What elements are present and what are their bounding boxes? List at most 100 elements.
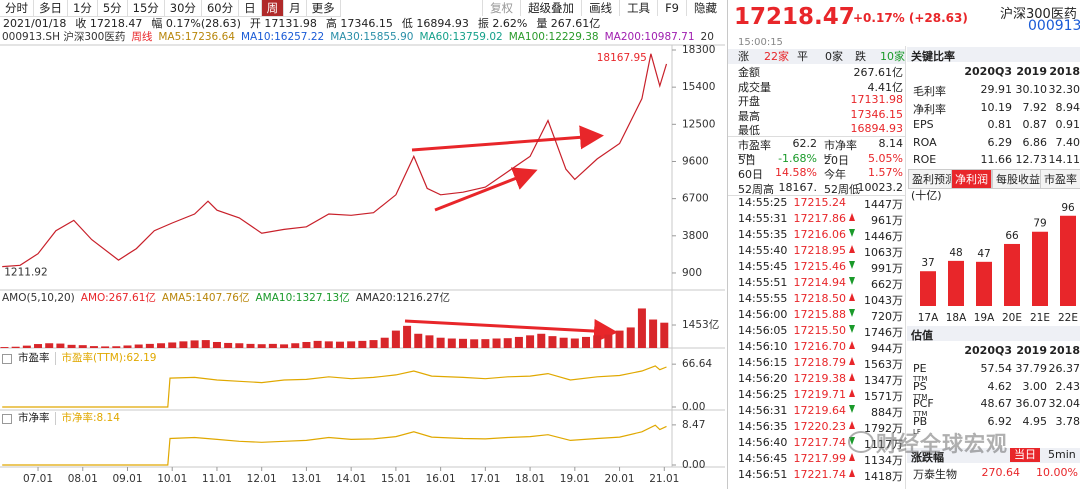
trade-arrow xyxy=(849,229,855,237)
table-cell: 29.91 xyxy=(980,83,1013,96)
tab[interactable]: 盈利预测 xyxy=(908,169,960,189)
x-tick-label: 17.01 xyxy=(470,473,500,485)
table-cell: 26.37 xyxy=(1048,362,1080,375)
stat-value: 18167. xyxy=(778,180,818,194)
y-tick-label: 15400 xyxy=(682,81,715,93)
index-code: 000913 xyxy=(1028,18,1080,34)
row-label: PS TTM xyxy=(913,379,928,401)
table-cell: 2.43 xyxy=(1055,379,1080,393)
row-label: EPS xyxy=(913,118,934,131)
separator xyxy=(728,195,905,196)
x-tick-label: 13.01 xyxy=(291,473,321,485)
volume-bar xyxy=(67,344,76,348)
volume-bar xyxy=(582,336,591,348)
toolbar-button[interactable]: 1分 xyxy=(68,0,98,16)
y-tick-label: 900 xyxy=(682,267,702,279)
volume-bar xyxy=(123,345,132,348)
stat-sup: LF xyxy=(824,153,832,161)
volume-bar xyxy=(649,319,658,348)
table-cell: 0.87 xyxy=(1022,118,1048,131)
ma-legend-item: MA30:15855.90 xyxy=(330,31,414,43)
volume-bar xyxy=(369,340,378,348)
toolbar-button[interactable]: 隐藏 xyxy=(686,0,724,16)
volume-bar xyxy=(302,341,311,348)
toolbar-button[interactable]: 更多 xyxy=(307,0,341,16)
info-item: 开 17131.98 xyxy=(249,17,317,30)
toolbar-button[interactable]: 分时 xyxy=(0,0,34,16)
trade-price: 17219.64 xyxy=(793,404,847,417)
high-label: 18167.95 xyxy=(597,52,647,64)
time: 15:00:15 xyxy=(738,37,783,48)
value-label: 66 xyxy=(1005,230,1019,242)
tab[interactable]: 当日 xyxy=(1010,448,1040,462)
trade-volume: 1134万 xyxy=(864,454,903,467)
table-cell: 10.19 xyxy=(980,100,1013,114)
table-cell: 48.67 xyxy=(980,397,1013,410)
volume-bar xyxy=(403,325,412,348)
pe-value: 市盈率(TTM):62.19 xyxy=(61,352,157,364)
trade-volume: 944万 xyxy=(871,342,903,355)
table-cell: 4.62 xyxy=(987,379,1013,393)
section-header: 涨跌幅 xyxy=(911,451,944,464)
breadth-item: 跌 xyxy=(855,50,866,63)
pb-legend: 市净率 市净率:8.14 xyxy=(2,412,120,425)
row-label: 万泰生物 xyxy=(913,468,957,481)
volume-bar xyxy=(45,343,54,348)
y-tick-label: 6700 xyxy=(682,193,709,205)
ma-legend-item: MA10:16257.22 xyxy=(240,31,325,43)
tab[interactable]: 市盈率 xyxy=(1040,169,1080,189)
toolbar-button[interactable]: 复权 xyxy=(482,0,520,16)
trade-arrow xyxy=(849,453,855,461)
pb-value: 市净率:8.14 xyxy=(61,412,120,424)
volume-bar xyxy=(246,343,255,348)
volume-bar xyxy=(514,336,523,348)
toolbar-button[interactable]: F9 xyxy=(657,0,686,16)
volume-bar xyxy=(291,343,300,348)
tab[interactable]: 5min xyxy=(1048,448,1076,461)
forecast-bar xyxy=(1060,215,1076,306)
trade-price: 17219.38 xyxy=(793,372,847,385)
trade-time: 14:56:51 xyxy=(738,468,788,481)
stat-label: 今年 xyxy=(824,168,846,181)
volume-bar xyxy=(637,308,646,348)
row-label-sup: TTM xyxy=(913,375,928,383)
tab[interactable]: 净利润 xyxy=(951,169,992,189)
toolbar-button[interactable]: 15分 xyxy=(128,0,165,16)
quote-label: 最低 xyxy=(738,124,760,137)
legend-icon xyxy=(2,353,12,364)
unit-label: (十亿) xyxy=(911,189,942,202)
table-cell: 0.81 xyxy=(987,118,1013,131)
info-item: 幅 0.17%(28.63) xyxy=(151,17,241,30)
volume-bar xyxy=(235,343,244,348)
volume-bar xyxy=(358,340,367,348)
toolbar-button[interactable]: 30分 xyxy=(165,0,202,16)
ma-legend-item: MA100:12229.38 xyxy=(508,31,599,43)
divider xyxy=(727,0,728,489)
trade-price: 17215.50 xyxy=(793,324,847,337)
table-cell: 30.10 xyxy=(1015,83,1048,96)
table-cell: 14.11 xyxy=(1048,153,1080,166)
volume-bar xyxy=(168,342,177,348)
quote-value: 267.61亿 xyxy=(853,66,904,79)
volume-bar xyxy=(526,335,535,348)
toolbar-button[interactable]: 月 xyxy=(284,0,307,16)
info-item: 收 17218.47 xyxy=(75,17,143,30)
quote-label: 开盘 xyxy=(738,95,760,108)
trade-time: 14:56:25 xyxy=(738,388,788,401)
trade-arrow xyxy=(849,469,855,477)
toolbar-button[interactable]: 周 xyxy=(261,0,285,16)
table-header: 2020Q3 xyxy=(964,65,1012,78)
toolbar-button[interactable]: 超级叠加 xyxy=(520,0,581,16)
toolbar-button[interactable]: 60分 xyxy=(202,0,240,16)
tab[interactable]: 每股收益 xyxy=(992,169,1044,189)
table-header: 2018 xyxy=(1049,65,1080,78)
toolbar-button[interactable]: 5分 xyxy=(98,0,128,16)
category-label: 20E xyxy=(1002,312,1022,324)
toolbar-button[interactable]: 多日 xyxy=(34,0,68,16)
stat-label: 市盈率 TTM xyxy=(738,139,771,161)
toolbar-button[interactable]: 日 xyxy=(239,0,262,16)
value-label: 47 xyxy=(977,248,990,260)
stat-label: 市净率 LF xyxy=(824,139,857,161)
toolbar-button[interactable]: 画线 xyxy=(581,0,619,16)
toolbar-button[interactable]: 工具 xyxy=(619,0,657,16)
